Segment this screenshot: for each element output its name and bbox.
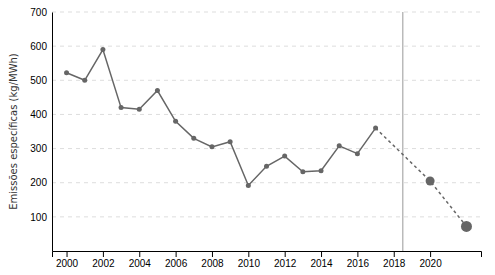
y-axis-title: Emissões específicas (kg/MWh): [8, 53, 19, 210]
plot-area: 2000 2002 2004 2006 2008 2010 2012 2014 2016 2018…: [30, 7, 481, 269]
x-tick-mark: [321, 251, 322, 257]
history-point: [119, 105, 124, 110]
vertical-line: [402, 12, 403, 251]
x-tick-label: 2020: [419, 258, 442, 269]
history-point: [64, 70, 69, 75]
x-tick: 2016: [347, 251, 370, 269]
x-tick: 2010: [238, 251, 261, 269]
grid-line: [52, 216, 481, 217]
grid-line: [52, 114, 481, 115]
x-tick-mark: [430, 251, 431, 257]
y-tick: 600: [30, 41, 52, 52]
history-point: [82, 78, 87, 83]
y-tick-label: 500: [30, 75, 47, 86]
history-point: [173, 119, 178, 124]
y-tick: 100: [30, 212, 52, 223]
x-tick-label: 2004: [129, 258, 152, 269]
history-point: [228, 139, 233, 144]
y-tick: 200: [30, 177, 52, 188]
grid-line: [52, 148, 481, 149]
y-tick-label: 700: [30, 7, 47, 18]
x-tick-mark: [357, 251, 358, 257]
history-point: [246, 183, 251, 188]
x-tick-label: 2000: [56, 258, 79, 269]
history-point: [155, 88, 160, 93]
marks: [64, 12, 472, 251]
history-point: [337, 143, 342, 148]
x-tick-label: 2018: [383, 258, 406, 269]
projection-point: [426, 177, 435, 186]
x-tick: 2014: [310, 251, 333, 269]
y-tick-label: 600: [30, 41, 47, 52]
y-tick-label: 400: [30, 109, 47, 120]
x-tick-mark: [176, 251, 177, 257]
x-tick: 2012: [274, 251, 297, 269]
history-point: [191, 136, 196, 141]
grid-line: [52, 182, 481, 183]
x-tick-label: 2016: [347, 258, 370, 269]
y-tick: 300: [30, 143, 52, 154]
x-tick-label: 2014: [310, 258, 333, 269]
grid-line: [52, 12, 481, 13]
history-point: [282, 154, 287, 159]
y-tick-label: 300: [30, 143, 47, 154]
x-axis: 2000 2002 2004 2006 2008 2010 2012 2014 2016 2018…: [53, 251, 482, 269]
history-line: [67, 50, 376, 186]
x-tick-label: 2008: [201, 258, 224, 269]
x-tick-mark: [285, 251, 286, 257]
projection-line: [376, 128, 467, 226]
x-tick: 2000: [56, 251, 79, 269]
history-point: [355, 151, 360, 156]
x-axis-line: [53, 252, 482, 258]
x-tick-mark: [103, 251, 104, 257]
x-tick-label: 2012: [274, 258, 297, 269]
y-tick: 500: [30, 75, 52, 86]
x-tick-label: 2002: [92, 258, 115, 269]
x-tick: 2008: [201, 251, 224, 269]
x-tick-mark: [212, 251, 213, 257]
y-tick-label: 100: [30, 212, 47, 223]
x-tick-label: 2006: [165, 258, 188, 269]
history-point: [300, 169, 305, 174]
x-tick-mark: [248, 251, 249, 257]
history-point: [100, 47, 105, 52]
history-point: [319, 168, 324, 173]
y-tick-label: 200: [30, 177, 47, 188]
grid-line: [52, 80, 481, 81]
history-point: [137, 107, 142, 112]
grid-line: [52, 46, 481, 47]
grid: [52, 12, 481, 217]
x-tick: 2004: [129, 251, 152, 269]
x-tick: 2020: [419, 251, 442, 269]
chart: 2000 2002 2004 2006 2008 2010 2012 2014 2016 2018…: [0, 0, 495, 275]
projection-point: [461, 221, 472, 232]
x-tick: 2018: [383, 251, 406, 269]
history-point: [264, 164, 269, 169]
y-tick: 400: [30, 109, 52, 120]
x-tick: 2002: [92, 251, 115, 269]
x-tick: 2006: [165, 251, 188, 269]
x-tick-mark: [394, 251, 395, 257]
y-axis-line: [52, 13, 53, 252]
x-tick-mark: [67, 251, 68, 257]
y-tick: 700: [30, 7, 52, 18]
x-tick-label: 2010: [238, 258, 261, 269]
history-point: [209, 144, 214, 149]
y-axis: 100 200 300 400 500 600 700: [30, 7, 52, 252]
x-tick-mark: [139, 251, 140, 257]
